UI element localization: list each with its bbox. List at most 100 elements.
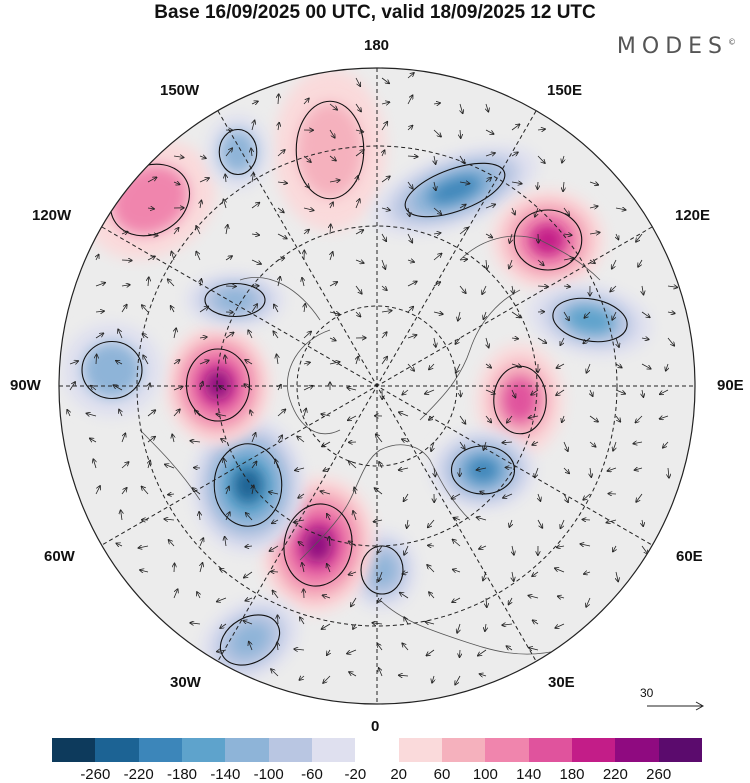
- wind-vector: [349, 572, 357, 575]
- wind-vector: [512, 571, 514, 581]
- wind-vector: [95, 283, 105, 287]
- wind-vector: [580, 544, 591, 546]
- wind-vector: [537, 337, 546, 343]
- wind-vector: [169, 540, 175, 547]
- wind-vector: [660, 389, 669, 394]
- colorbar: [52, 738, 702, 762]
- latitude-circle-80: [296, 305, 458, 467]
- wind-vector: [116, 361, 123, 364]
- wind-vector: [299, 676, 305, 680]
- wind-vector: [459, 182, 470, 184]
- wind-vector: [147, 208, 154, 209]
- wind-vector: [277, 435, 282, 443]
- wind-vector: [533, 620, 539, 624]
- wind-vector: [426, 649, 435, 656]
- contour-pacific-low-nw: [81, 340, 143, 400]
- wind-vector: [532, 442, 539, 445]
- wind-vector: [453, 569, 461, 572]
- colorbar-swatch: [528, 738, 572, 762]
- wind-vector: [221, 439, 227, 442]
- wind-vector: [459, 285, 466, 293]
- anomaly-pacific-high-1: [297, 102, 363, 198]
- contour-siberia-high: [513, 209, 583, 271]
- wind-vector: [560, 337, 565, 345]
- wind-vector: [434, 467, 435, 477]
- wind-vector: [298, 542, 305, 547]
- wind-vector: [434, 337, 436, 347]
- wind-vector: [355, 199, 360, 209]
- wind-vector: [165, 464, 175, 469]
- wind-vector: [407, 260, 414, 262]
- wind-vector: [563, 181, 564, 191]
- wind-vector: [148, 277, 149, 287]
- wind-vector: [251, 259, 261, 264]
- wind-vector: [511, 389, 516, 398]
- colorbar-swatch: [52, 738, 96, 762]
- wind-vector: [374, 520, 383, 522]
- wind-vectors: [67, 73, 677, 685]
- wind-vector: [196, 252, 201, 261]
- wind-vector: [329, 362, 340, 364]
- wind-vector: [584, 311, 591, 318]
- colorbar-swatch: [268, 738, 312, 762]
- wind-vector: [379, 571, 383, 581]
- wind-vector: [142, 487, 149, 495]
- wind-vector: [303, 331, 311, 339]
- wind-vector: [95, 486, 100, 495]
- wind-vector: [459, 205, 466, 209]
- wind-vector: [278, 94, 279, 105]
- wind-vector: [556, 389, 565, 395]
- wind-vector: [612, 311, 617, 320]
- wind-vector: [381, 332, 387, 339]
- wind-vector: [589, 260, 595, 263]
- wind-vector: [563, 258, 574, 260]
- wind-vector: [485, 153, 495, 156]
- wind-vector: [407, 335, 417, 338]
- wind-vector: [96, 255, 99, 261]
- wind-vector: [302, 563, 304, 573]
- wind-vector: [199, 512, 200, 521]
- wind-vector: [642, 285, 644, 295]
- wind-vector: [459, 259, 467, 260]
- wind-vector: [173, 182, 180, 185]
- wind-vector: [243, 621, 253, 625]
- wind-vector: [486, 103, 488, 112]
- colorbar-swatch: [571, 738, 616, 762]
- wind-vector: [458, 311, 460, 321]
- wind-vector: [528, 596, 539, 599]
- wind-vector: [190, 441, 201, 442]
- wind-vector: [277, 150, 285, 157]
- wind-vector: [168, 279, 175, 287]
- wind-vector: [641, 363, 651, 369]
- wind-vector: [277, 182, 287, 183]
- wind-vector: [353, 623, 356, 629]
- wind-vector: [402, 643, 409, 651]
- wind-vector: [142, 305, 149, 313]
- wind-vector: [148, 383, 150, 391]
- wind-vector: [171, 306, 174, 313]
- vector-scale-label: 30: [640, 686, 654, 700]
- wind-vector: [404, 545, 409, 555]
- wind-vector: [456, 363, 461, 373]
- wind-vector: [404, 617, 409, 625]
- wind-vector: [636, 233, 643, 242]
- wind-vector: [381, 208, 390, 210]
- anomaly-atlantic-high: [303, 527, 333, 563]
- wind-vector: [323, 675, 331, 683]
- anomaly-hudson-low: [214, 288, 256, 312]
- wind-vector: [329, 180, 340, 182]
- wind-vector: [138, 546, 149, 548]
- colorbar-tick-label: 180: [559, 766, 585, 783]
- wind-vector: [69, 361, 78, 364]
- wind-vector: [407, 307, 413, 313]
- colorbar-tick-label: 20: [390, 766, 407, 783]
- wind-vector: [225, 537, 226, 547]
- wind-vector: [485, 178, 491, 183]
- wind-vector: [90, 438, 97, 442]
- wind-vector: [509, 259, 512, 269]
- lon-label-150e: 150E: [547, 82, 583, 99]
- meridian-60w-120e: [101, 226, 653, 546]
- wind-vector: [486, 337, 489, 348]
- wind-vector: [348, 415, 357, 420]
- wind-vector: [381, 176, 390, 183]
